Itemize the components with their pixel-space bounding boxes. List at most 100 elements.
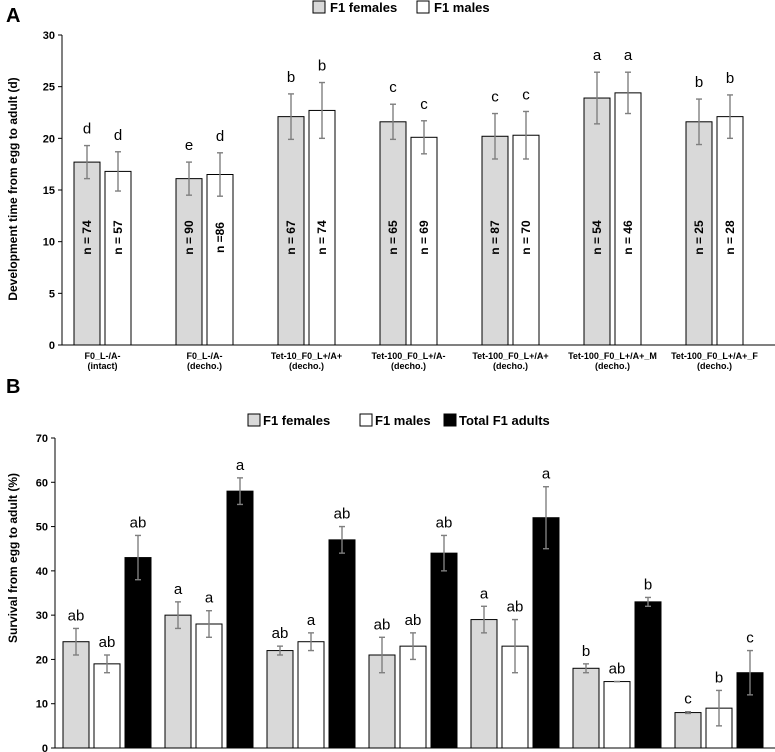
y-tick-label: 20 xyxy=(36,654,48,666)
y-tick-label: 40 xyxy=(36,566,48,578)
significance-letter: b xyxy=(318,58,326,75)
bar-total-f1-adults xyxy=(226,490,254,749)
significance-letter: b xyxy=(695,74,703,91)
legend-label-females-b: F1 females xyxy=(263,413,330,428)
bar-f1-males xyxy=(206,174,234,346)
bar-f1-males xyxy=(603,681,631,749)
significance-letter: b xyxy=(582,643,590,660)
x-tick-label-line2: (decho.) xyxy=(493,361,528,371)
x-tick-label-line1: Tet-100_F0_L+/A+_F xyxy=(671,351,758,361)
y-tick-label: 70 xyxy=(36,433,48,445)
y-axis-label-a: Development time from egg to adult (d) xyxy=(6,77,20,300)
significance-letter: a xyxy=(480,585,489,602)
x-tick-label-line1: Tet-100_F0_L+/A+ xyxy=(472,351,548,361)
significance-letter: a xyxy=(307,612,316,629)
significance-letter: ab xyxy=(130,514,147,531)
panel-label-b: B xyxy=(6,376,20,398)
significance-letter: c xyxy=(522,86,530,103)
sample-size-label: n = 54 xyxy=(590,220,604,255)
x-tick-label-line2: (decho.) xyxy=(289,361,324,371)
significance-letter: ab xyxy=(507,599,524,616)
significance-letter: a xyxy=(542,466,551,483)
y-tick-label: 50 xyxy=(36,522,48,534)
bar-f1-females xyxy=(62,641,90,749)
sample-size-label: n = 90 xyxy=(182,220,196,255)
significance-letter: b xyxy=(644,576,652,593)
bar-total-f1-adults xyxy=(328,539,356,749)
legend-label-total-b: Total F1 adults xyxy=(459,413,550,428)
x-tick-label-line1: F0_L-/A- xyxy=(85,351,121,361)
legend-swatch-females-b xyxy=(247,413,261,427)
significance-letter: ab xyxy=(436,514,453,531)
y-ticks-b: 0 10 20 30 40 50 60 70 xyxy=(36,433,55,752)
y-tick-label: 25 xyxy=(43,82,55,94)
significance-letter: ab xyxy=(609,661,626,678)
axes-b xyxy=(54,438,775,749)
sample-size-label: n = 87 xyxy=(488,220,502,255)
sample-size-label: n = 74 xyxy=(315,220,329,255)
x-tick-label-line2: (decho.) xyxy=(595,361,630,371)
significance-letter: c xyxy=(684,691,692,708)
legend-label-males-a: F1 males xyxy=(434,0,490,15)
bar-total-f1-adults xyxy=(634,601,662,749)
legend-a: F1 females F1 males xyxy=(312,0,490,15)
bar-f1-males xyxy=(399,645,427,749)
bar-f1-males xyxy=(512,134,540,346)
panel-b: B F1 females F1 males Total F1 adults Su… xyxy=(6,376,775,752)
significance-letter: a xyxy=(236,457,245,474)
bar-f1-females xyxy=(583,97,611,346)
sample-size-label: n = 69 xyxy=(417,220,431,255)
significance-letter: e xyxy=(185,137,193,154)
x-tick-label-line2: (intact) xyxy=(88,361,118,371)
legend-label-females-a: F1 females xyxy=(330,0,397,15)
significance-letter: d xyxy=(216,128,224,145)
x-tick-label-line2: (decho.) xyxy=(187,361,222,371)
significance-letter: c xyxy=(746,630,754,647)
y-tick-label: 0 xyxy=(49,340,55,352)
panel-label-a: A xyxy=(6,5,20,27)
x-tick-label-line1: F0_L-/A- xyxy=(187,351,223,361)
bar-f1-males xyxy=(195,623,223,749)
bar-f1-males xyxy=(297,641,325,749)
significance-letter: ab xyxy=(272,625,289,642)
legend-swatch-total-b xyxy=(443,413,457,427)
sample-size-label: n = 74 xyxy=(80,220,94,255)
y-tick-label: 15 xyxy=(43,185,55,197)
significance-letter: ab xyxy=(334,506,351,523)
bar-f1-females xyxy=(164,614,192,749)
sample-size-label: n = 65 xyxy=(386,220,400,255)
sample-size-label: n = 25 xyxy=(692,220,706,255)
significance-letter: a xyxy=(624,47,633,64)
y-tick-label: 60 xyxy=(36,477,48,489)
significance-letter: a xyxy=(174,581,183,598)
bar-f1-females xyxy=(266,650,294,749)
x-tick-label-line1: Tet-10_F0_L+/A+ xyxy=(271,351,342,361)
y-tick-label: 30 xyxy=(43,30,55,42)
bar-total-f1-adults xyxy=(124,557,152,749)
significance-letter: ab xyxy=(99,634,116,651)
significance-letter: a xyxy=(205,590,214,607)
x-tick-label-line2: (decho.) xyxy=(697,361,732,371)
bar-f1-females xyxy=(572,667,600,749)
significance-letter: c xyxy=(389,79,397,96)
significance-letter: b xyxy=(287,69,295,86)
significance-letter: c xyxy=(420,96,428,113)
significance-letter: ab xyxy=(405,612,422,629)
sample-size-label: n = 57 xyxy=(111,220,125,255)
sample-size-label: n = 46 xyxy=(621,220,635,255)
legend-swatch-males-a xyxy=(416,0,430,14)
legend-b: F1 females F1 males Total F1 adults xyxy=(247,413,550,428)
sample-size-label: n =86 xyxy=(213,222,227,253)
y-axis-label-b: Survival from egg to adult (%) xyxy=(6,473,20,643)
significance-letter: d xyxy=(83,121,91,138)
y-tick-label: 30 xyxy=(36,610,48,622)
y-tick-label: 10 xyxy=(36,699,48,711)
bars-a: d n = 74 e n = 90 b n = 67 c n = 65 c n = 87 a n = … xyxy=(73,47,744,346)
bar-total-f1-adults xyxy=(430,552,458,749)
significance-letter: d xyxy=(114,127,122,144)
bar-f1-males xyxy=(104,170,132,346)
significance-letter: ab xyxy=(68,607,85,624)
x-ticks-a: F0_L-/A-(intact)F0_L-/A-(decho.)Tet-10_F… xyxy=(85,351,759,371)
